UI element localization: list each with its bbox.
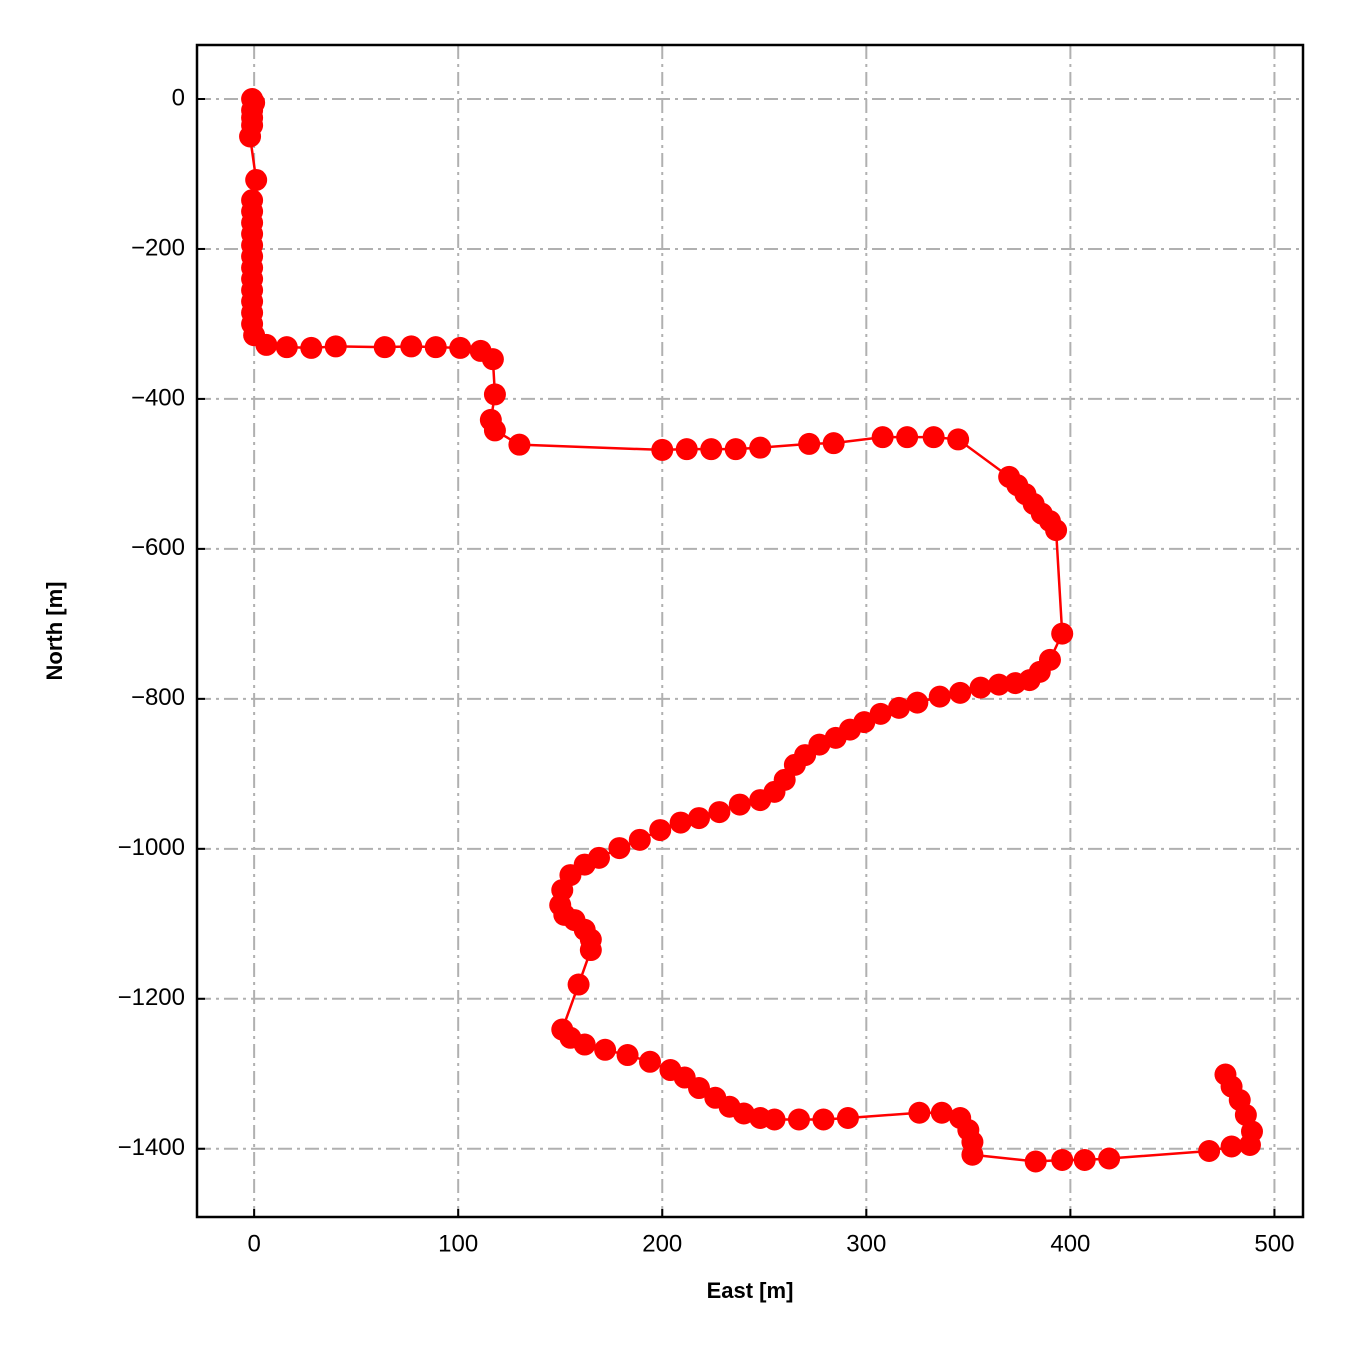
x-tick-label: 100 — [438, 1230, 478, 1257]
track-point — [961, 1143, 984, 1166]
track-point — [1214, 1063, 1237, 1086]
track-point — [579, 939, 602, 962]
y-tick-label: −200 — [131, 234, 185, 261]
track-point — [887, 696, 910, 719]
track-point — [651, 438, 674, 461]
x-tick-label: 0 — [247, 1230, 260, 1257]
track-point — [245, 168, 268, 191]
track-point — [708, 801, 731, 824]
track-point — [483, 419, 506, 442]
track-point — [896, 426, 919, 449]
track-point — [649, 819, 672, 842]
track-point — [908, 1101, 931, 1124]
track-point — [1024, 1150, 1047, 1173]
y-tick-label: −1200 — [118, 984, 185, 1011]
track-point — [798, 432, 821, 455]
track-point — [724, 438, 747, 461]
y-tick-label: 0 — [172, 84, 185, 111]
track-point — [608, 837, 631, 860]
track-point — [567, 973, 590, 996]
track-point — [639, 1050, 662, 1073]
track-point — [906, 691, 929, 714]
track-point — [239, 125, 262, 148]
track-point — [1051, 1149, 1074, 1172]
y-tick-label: −1000 — [118, 834, 185, 861]
plot-frame — [195, 43, 1305, 1219]
track-point — [822, 432, 845, 455]
track-point — [481, 348, 504, 371]
track-point — [594, 1038, 617, 1061]
track-point — [949, 681, 972, 704]
track-point — [1198, 1140, 1221, 1163]
y-axis-label: North [m] — [42, 582, 67, 681]
track-point — [869, 702, 892, 725]
track-point — [687, 807, 710, 830]
track-point — [1220, 1135, 1243, 1158]
track-point — [922, 426, 945, 449]
track-point — [449, 336, 472, 359]
track-point — [324, 335, 347, 358]
track-point — [987, 673, 1010, 696]
y-tick-label: −600 — [131, 534, 185, 561]
track-point — [812, 1108, 835, 1131]
track-point — [947, 428, 970, 451]
track-point — [687, 1077, 710, 1100]
track-point — [573, 1033, 596, 1056]
y-tick-label: −800 — [131, 684, 185, 711]
track-point — [969, 676, 992, 699]
track-line — [248, 98, 1254, 1163]
track-point — [871, 426, 894, 449]
track-point — [1098, 1147, 1121, 1170]
track-point — [1004, 672, 1027, 695]
track-point — [1051, 622, 1074, 645]
track-point — [930, 1101, 953, 1124]
track-point — [628, 828, 651, 851]
x-axis-label: East [m] — [707, 1278, 794, 1303]
track-point — [424, 336, 447, 359]
track-point — [1240, 1120, 1263, 1143]
track-point — [508, 433, 531, 456]
track-point — [483, 383, 506, 406]
track-point — [1073, 1149, 1096, 1172]
track-point — [400, 335, 423, 358]
y-tick-label: −1400 — [118, 1134, 185, 1161]
track-point — [373, 336, 396, 359]
x-tick-label: 500 — [1254, 1230, 1294, 1257]
track-point — [255, 333, 278, 356]
track-point — [669, 811, 692, 834]
track-point — [728, 793, 751, 816]
track-point — [275, 336, 298, 359]
track-point — [749, 789, 772, 812]
track-point — [1045, 519, 1068, 542]
track-point — [836, 1107, 859, 1130]
x-tick-label: 200 — [642, 1230, 682, 1257]
track-point — [616, 1044, 639, 1067]
track-point — [749, 436, 772, 459]
track-point — [763, 1108, 786, 1131]
track-point — [675, 438, 698, 461]
y-tick-label: −400 — [131, 384, 185, 411]
x-tick-label: 300 — [846, 1230, 886, 1257]
track-point — [787, 1108, 810, 1131]
track-point — [700, 438, 723, 461]
track-point — [928, 685, 951, 708]
x-tick-label: 400 — [1050, 1230, 1090, 1257]
track-point — [300, 336, 323, 359]
